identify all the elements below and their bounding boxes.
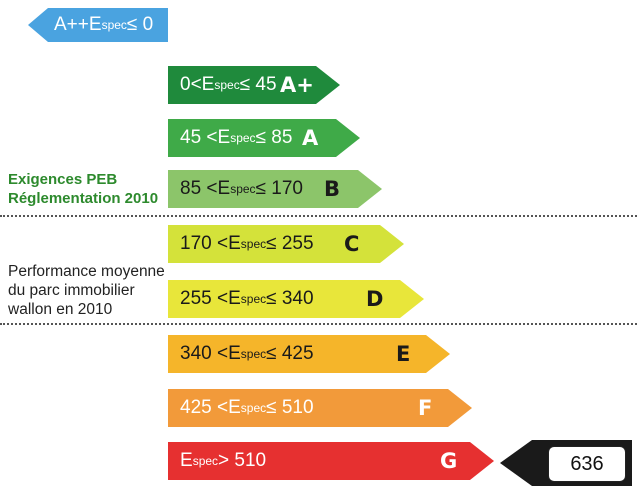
class-letter: C — [344, 232, 360, 256]
class-letter: A+ — [280, 73, 314, 97]
arrow-shape — [28, 8, 168, 42]
parc-line-1: Performance moyenne — [8, 263, 165, 280]
arrow-shape — [168, 66, 340, 104]
arrow-shape — [168, 225, 404, 263]
arrow-shape — [168, 119, 360, 157]
class-letter: A — [302, 126, 319, 150]
arrow-shape — [168, 442, 494, 480]
class-letter: F — [418, 396, 433, 420]
parc-line-3: wallon en 2010 — [8, 301, 113, 318]
peb-line-2: Réglementation 2010 — [8, 190, 159, 207]
peb-line-1: Exigences PEB — [8, 171, 118, 188]
class-letter: B — [324, 177, 341, 201]
class-letter: D — [366, 287, 384, 311]
parc-line-2: du parc immobilier — [8, 282, 135, 299]
performance-value: 636 — [548, 446, 626, 482]
arrow-shape — [168, 280, 424, 318]
arrow-shape — [168, 170, 382, 208]
building-stock-average-note: Performance moyenne du parc immobilier w… — [8, 262, 165, 319]
arrow-shape — [168, 335, 450, 373]
class-letter: E — [396, 342, 411, 366]
class-letter: G — [440, 449, 458, 473]
average-separator-line — [0, 323, 637, 325]
peb-requirement-note: Exigences PEB Réglementation 2010 — [8, 170, 158, 208]
arrow-shape — [168, 389, 472, 427]
peb-separator-line — [0, 215, 637, 217]
